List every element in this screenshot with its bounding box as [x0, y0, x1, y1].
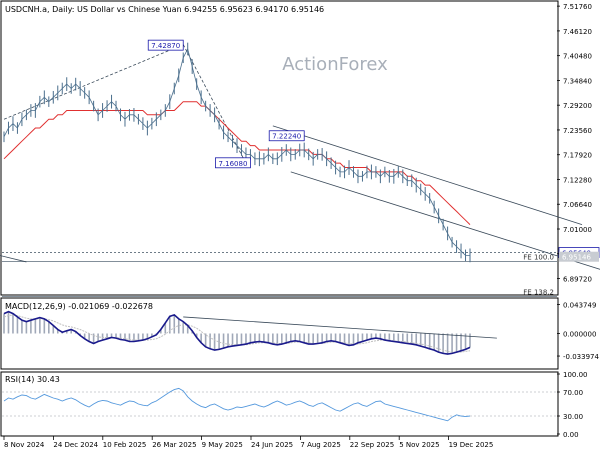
- rsi-tick-label: 70.00: [563, 389, 583, 397]
- price-tick-label: 7.17920: [563, 152, 592, 160]
- macd-layer: [3, 310, 497, 355]
- current-price-box: [559, 251, 599, 262]
- price-tick-label: 7.40480: [563, 53, 592, 61]
- x-tick-label: 22 Sep 2025: [350, 441, 394, 449]
- price-label-1: 7.16080: [218, 160, 247, 168]
- price-label-box-2: [268, 130, 305, 142]
- macd-panel-header: MACD(12,26,9) -0.021069 -0.022678: [5, 302, 153, 311]
- price-tick-label: 7.29200: [563, 102, 592, 110]
- x-tick-label: 19 Dec 2025: [449, 441, 494, 449]
- rsi-line: [3, 387, 471, 422]
- x-tick-label: 8 Nov 2024: [4, 441, 45, 449]
- current-price-label: 6.95146: [562, 254, 591, 262]
- macd-y-axis: 0.043749 0.000000 -0.033974: [557, 301, 599, 361]
- price-label-0: 7.42870: [151, 42, 180, 50]
- x-tick-label: 9 May 2025: [202, 441, 243, 449]
- x-tick-label: 10 Feb 2025: [103, 441, 147, 449]
- trendline-0: [3, 44, 184, 120]
- price-panel-frame: [0, 0, 559, 296]
- x-tick-label: 26 Mar 2025: [152, 441, 196, 449]
- rsi-layer: [2, 387, 557, 422]
- price-tick-label: 7.23560: [563, 127, 592, 135]
- macd-tick-label: 0.000000: [563, 331, 596, 339]
- trendline-1: [182, 44, 247, 164]
- rsi-tick-label: 30.00: [563, 413, 583, 421]
- level-label-2: FE 138.2: [523, 289, 554, 297]
- rsi-y-axis: 100.00 70.00 30.00 0.00: [557, 371, 588, 439]
- macd-trendline: [183, 316, 497, 339]
- rsi-tick-label: 100.00: [563, 371, 588, 379]
- rsi-panel-frame: [0, 371, 559, 437]
- trendline-3: [290, 171, 600, 270]
- x-tick-label: 5 Nov 2025: [399, 441, 439, 449]
- macd-tick-label: 0.043749: [563, 301, 596, 309]
- price-tick-label: 7.12280: [563, 176, 592, 184]
- price-label-box-1: [215, 157, 251, 169]
- macd-line: [3, 310, 471, 355]
- price-line: [3, 47, 470, 256]
- price-panel-header: USDCNH.a, Daily: US Dollar vs Chinese Yu…: [5, 5, 324, 14]
- price-tick-label: 7.46120: [563, 28, 592, 36]
- level-label-1: FE 100.0: [523, 254, 554, 262]
- watermark: ActionForex: [282, 54, 388, 75]
- macd-tick-label: -0.033974: [563, 353, 599, 361]
- rsi-panel-header: RSI(14) 30.43: [5, 375, 60, 384]
- x-tick-label: 7 Aug 2025: [300, 441, 340, 449]
- price-tick-label: 7.51760: [563, 3, 592, 11]
- price-tick-label: 7.34840: [563, 77, 592, 85]
- rsi-tick-label: 0.00: [563, 431, 579, 439]
- x-tick-label: 24 Dec 2024: [53, 441, 98, 449]
- trendline-4: [0, 255, 27, 263]
- x-tick-label: 24 Jun 2025: [251, 441, 293, 449]
- price-tick-label: 7.06640: [563, 201, 592, 209]
- price-tick-label: 6.89720: [563, 276, 592, 284]
- price-layer: FE 100.0 FE 138.2 7.42870 7.16080 7.22240: [0, 39, 600, 298]
- moving-average-line: [3, 101, 471, 225]
- price-label-box-0: [147, 39, 184, 51]
- x-axis: 8 Nov 2024 24 Dec 2024 10 Feb 2025 26 Mar 2…: [3, 436, 494, 449]
- price-tick-label: 7.01000: [563, 226, 592, 234]
- price-label-2: 7.22240: [272, 133, 301, 141]
- trendline-2: [272, 125, 583, 226]
- price-y-axis: 6.956407.517607.461207.404807.348407.292…: [557, 3, 600, 284]
